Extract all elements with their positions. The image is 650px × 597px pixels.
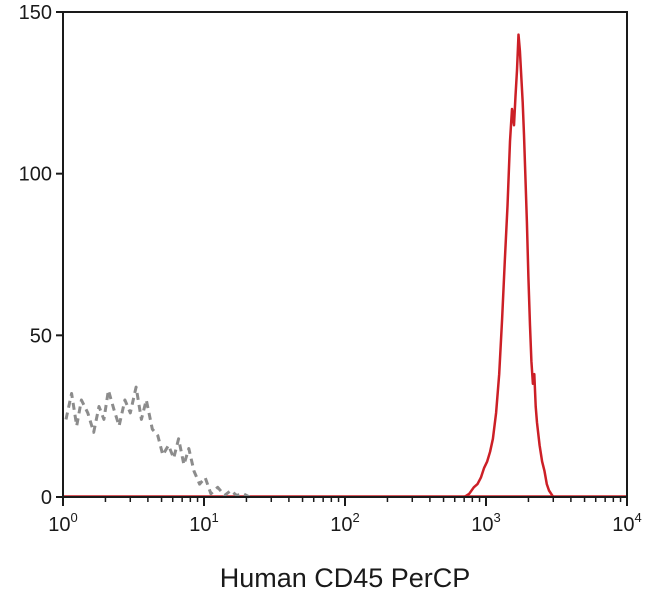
x-tick-base: 10 xyxy=(189,514,211,536)
x-tick-base: 10 xyxy=(612,514,634,536)
plot-frame xyxy=(62,11,628,498)
x-tick-label: 103 xyxy=(471,510,500,536)
x-tick-base: 10 xyxy=(48,514,70,536)
control-series-line xyxy=(64,385,251,499)
stained-series-line xyxy=(463,33,555,499)
y-tick-label: 0 xyxy=(41,487,52,509)
y-tick-label: 50 xyxy=(30,325,52,347)
x-tick-label: 101 xyxy=(189,510,218,536)
y-tick-label: 150 xyxy=(19,2,52,24)
x-tick-base: 10 xyxy=(330,514,352,536)
x-axis-label: Human CD45 PerCP xyxy=(220,563,471,593)
x-tick-exponent: 0 xyxy=(71,510,78,525)
x-tick-label: 102 xyxy=(330,510,359,536)
x-tick-label: 104 xyxy=(612,510,641,536)
x-tick-exponent: 2 xyxy=(353,510,360,525)
x-tick-exponent: 4 xyxy=(635,510,642,525)
x-tick-exponent: 3 xyxy=(494,510,501,525)
x-axis-ticks: 100 101 102 103 104 xyxy=(48,497,642,536)
series-layer xyxy=(63,33,627,499)
x-tick-label: 100 xyxy=(48,510,77,536)
y-tick-label: 100 xyxy=(19,164,52,186)
x-tick-exponent: 1 xyxy=(212,510,219,525)
x-tick-base: 10 xyxy=(471,514,493,536)
y-axis-ticks: 0 50 100 150 xyxy=(19,2,63,509)
